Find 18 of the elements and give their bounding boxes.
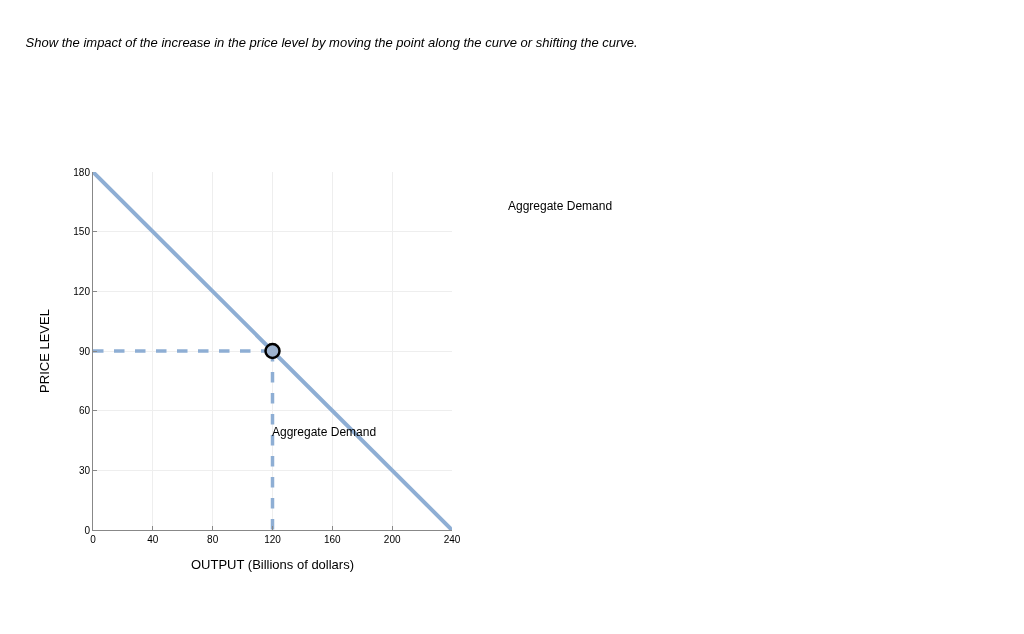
chart-title: Show the impact of the increase in the price level by moving the point along the curve or shifting the curve.	[25, 35, 638, 51]
y-tick-label: 60	[78, 405, 91, 417]
x-tick-label: 160	[323, 534, 342, 545]
x-tick-label: 40	[147, 534, 159, 545]
x-tick-label: 80	[207, 534, 219, 545]
y-tick-label: 90	[78, 345, 91, 357]
y-tick-label: 30	[78, 464, 91, 476]
text: Aggregate Demand	[508, 199, 613, 213]
y-tick-label: 180	[73, 166, 91, 178]
x-axis-title: OUTPUT (Billions of dollars)	[190, 556, 355, 572]
y-tick-label: 0	[84, 524, 91, 536]
x-tick-label: 120	[264, 534, 282, 545]
y-tick-label: 120	[73, 285, 91, 297]
y-tick-label: 150	[73, 226, 91, 238]
x-tick-label: 200	[383, 534, 401, 545]
annotation: Aggregate Demand	[272, 425, 377, 439]
y-axis-title: PRICE LEVEL	[37, 309, 53, 393]
x-tick-label: 240	[443, 534, 461, 545]
